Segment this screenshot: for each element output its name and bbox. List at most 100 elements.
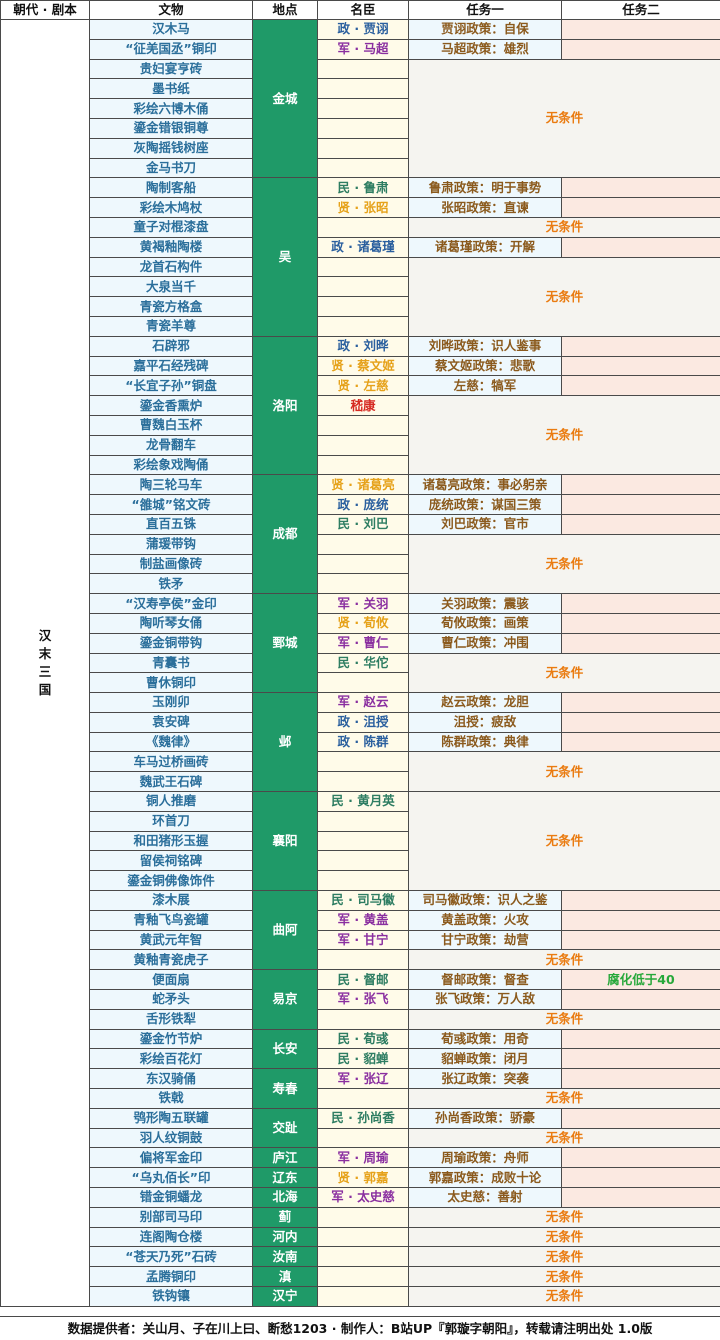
relic-name: “长宜子孙”铜盘: [90, 376, 253, 396]
task1-cell: 司马徽政策：识人之鉴: [409, 891, 562, 911]
location-name: 北海: [253, 1188, 318, 1208]
task1-cell: 贾诩政策：自保: [409, 20, 562, 40]
task1-cell: 张昭政策：直谏: [409, 198, 562, 218]
relic-name: “苍天乃死”石砖: [90, 1247, 253, 1267]
table-row: “征羌国丞”铜印军 · 马超马超政策：雄烈: [1, 39, 720, 59]
minister-cell: [318, 1128, 409, 1148]
task2-cell: [562, 1168, 720, 1188]
relic-name: 金马书刀: [90, 158, 253, 178]
table-row: 袁安碑政 · 沮授沮授：疲敌: [1, 712, 720, 732]
table-row: 彩绘木鸠杖贤 · 张昭张昭政策：直谏: [1, 198, 720, 218]
task2-cell: [562, 514, 720, 534]
minister-cell: 军 · 张辽: [318, 1069, 409, 1089]
minister-cell: 贤 · 诸葛亮: [318, 475, 409, 495]
minister-cell: [318, 574, 409, 594]
task1-cell: 督邮政策：督查: [409, 970, 562, 990]
relic-name: 鎏金铜佛像饰件: [90, 871, 253, 891]
table-row: 铜人推磨襄阳民 · 黄月英无条件: [1, 792, 720, 812]
task1-cell: 郭嘉政策：成败十论: [409, 1168, 562, 1188]
table-row: 贵妇宴亨砖无条件: [1, 59, 720, 79]
table-row: 鎏金铜带钩军 · 曹仁曹仁政策：冲围: [1, 633, 720, 653]
minister-cell: [318, 138, 409, 158]
footer-credits: 数据提供者：关山月、子在川上曰、断愁1203 · 制作人：B站UP『郭璇字朝阳』…: [0, 1316, 720, 1340]
relic-name: 陶三轮马车: [90, 475, 253, 495]
no-condition-label: 无条件: [409, 257, 720, 336]
task1-cell: 荀彧政策：用奇: [409, 1029, 562, 1049]
location-name: 寿春: [253, 1069, 318, 1109]
relic-name: 彩绘木鸠杖: [90, 198, 253, 218]
task1-cell: 刘晔政策：识人鉴事: [409, 336, 562, 356]
no-condition-label: 无条件: [409, 396, 720, 475]
location-name: 汝南: [253, 1247, 318, 1267]
minister-cell: [318, 673, 409, 693]
task2-cell: [562, 20, 720, 40]
task1-cell: 蔡文姬政策：悲歌: [409, 356, 562, 376]
table-row: 石辟邪洛阳政 · 刘晔刘晔政策：识人鉴事: [1, 336, 720, 356]
relic-name: 贵妇宴亨砖: [90, 59, 253, 79]
minister-cell: 军 · 赵云: [318, 693, 409, 713]
table-row: 便面扇易京民 · 督邮督邮政策：督查腐化低于40: [1, 970, 720, 990]
relic-name: 连阁陶仓楼: [90, 1227, 253, 1247]
task1-cell: 庞统政策：谋国三策: [409, 495, 562, 515]
task2-cell: [562, 1029, 720, 1049]
minister-cell: 民 · 刘巴: [318, 514, 409, 534]
minister-cell: 军 · 关羽: [318, 594, 409, 614]
table-row: 黄武元年智军 · 甘宁甘宁政策：劫营: [1, 930, 720, 950]
table-row: 别部司马印蓟无条件: [1, 1207, 720, 1227]
minister-cell: [318, 752, 409, 772]
minister-cell: 民 · 华佗: [318, 653, 409, 673]
location-name: 蓟: [253, 1207, 318, 1227]
relic-name: 曹休铜印: [90, 673, 253, 693]
minister-cell: 民 · 荀彧: [318, 1029, 409, 1049]
table-row: 东汉骑俑寿春军 · 张辽张辽政策：突袭: [1, 1069, 720, 1089]
minister-cell: [318, 950, 409, 970]
location-name: 成都: [253, 475, 318, 594]
relic-name: 袁安碑: [90, 712, 253, 732]
minister-cell: [318, 811, 409, 831]
task2-cell: [562, 356, 720, 376]
minister-cell: [318, 871, 409, 891]
header-era: 朝代 · 剧本: [1, 1, 90, 20]
minister-cell: [318, 316, 409, 336]
relic-name: 便面扇: [90, 970, 253, 990]
minister-cell: [318, 118, 409, 138]
table-row: 陶三轮马车成都贤 · 诸葛亮诸葛亮政策：事必躬亲: [1, 475, 720, 495]
relic-name: 别部司马印: [90, 1207, 253, 1227]
table-row: 玉刚卯邺军 · 赵云赵云政策：龙胆: [1, 693, 720, 713]
relic-name: 孟腾铜印: [90, 1267, 253, 1287]
relic-name: 彩绘象戏陶俑: [90, 455, 253, 475]
relic-name: 龙骨翻车: [90, 435, 253, 455]
minister-cell: [318, 59, 409, 79]
no-condition-label: 无条件: [409, 1287, 720, 1307]
table-row: 彩绘百花灯民 · 貂蝉貂蝉政策：闭月: [1, 1049, 720, 1069]
task1-cell: 陈群政策：典律: [409, 732, 562, 752]
minister-cell: [318, 851, 409, 871]
task2-cell: [562, 891, 720, 911]
minister-cell: 民 · 督邮: [318, 970, 409, 990]
location-name: 滇: [253, 1267, 318, 1287]
task2-cell: [562, 712, 720, 732]
table-row: 龙首石构件无条件: [1, 257, 720, 277]
task2-cell: [562, 1108, 720, 1128]
table-row: 偏将军金印庐江军 · 周瑜周瑜政策：舟师: [1, 1148, 720, 1168]
task2-cell: [562, 1069, 720, 1089]
location-name: 洛阳: [253, 336, 318, 475]
minister-cell: [318, 831, 409, 851]
minister-cell: 政 · 陈群: [318, 732, 409, 752]
minister-cell: [318, 99, 409, 119]
task1-cell: 周瑜政策：舟师: [409, 1148, 562, 1168]
relic-name: 蛇矛头: [90, 990, 253, 1010]
relic-name: 彩绘六博木俑: [90, 99, 253, 119]
relic-name: 铜人推磨: [90, 792, 253, 812]
location-name: 辽东: [253, 1168, 318, 1188]
relic-name: 黄褐釉陶楼: [90, 237, 253, 257]
table-row: 蛇矛头军 · 张飞张飞政策：万人敌: [1, 990, 720, 1010]
header-relic: 文物: [90, 1, 253, 20]
relic-name: 墨书纸: [90, 79, 253, 99]
table-row: 汉末三国汉木马金城政 · 贾诩贾诩政策：自保: [1, 20, 720, 40]
task2-cell: [562, 693, 720, 713]
header-task2: 任务二: [562, 1, 720, 20]
table-row: “长宜子孙”铜盘贤 · 左慈左慈：犒军: [1, 376, 720, 396]
relic-name: 环首刀: [90, 811, 253, 831]
table-row: “汉寿亭侯”金印鄄城军 · 关羽关羽政策：震骇: [1, 594, 720, 614]
